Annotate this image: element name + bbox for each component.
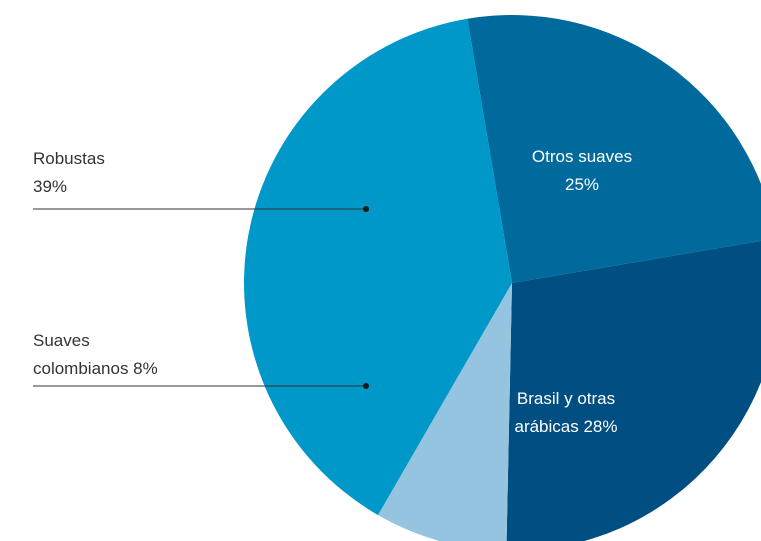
callout-label-2-line-1: Suaves: [33, 331, 90, 350]
slice-labels: Otros suaves 25% Brasil y otras arábicas 28…: [33, 147, 632, 436]
callout-dot-3: [363, 206, 369, 212]
slice-label-1-line-2: arábicas 28%: [514, 417, 617, 436]
pie-slice-0: [467, 15, 761, 283]
pie-slice-1: [506, 240, 761, 541]
callout-dot-2: [363, 383, 369, 389]
callout-label-3-line-1: Robustas: [33, 149, 105, 168]
callout-lines: [33, 206, 369, 389]
slice-label-1-line-1: Brasil y otras: [517, 389, 615, 408]
callout-label-3-line-2: 39%: [33, 177, 67, 196]
slice-label-0-line-1: Otros suaves: [532, 147, 632, 166]
pie-slices: [244, 15, 761, 541]
pie-slice-2: [378, 283, 512, 541]
pie-slice-3: [244, 18, 512, 516]
slice-label-0-line-2: 25%: [565, 175, 599, 194]
callout-label-2-line-2: colombianos 8%: [33, 359, 158, 378]
